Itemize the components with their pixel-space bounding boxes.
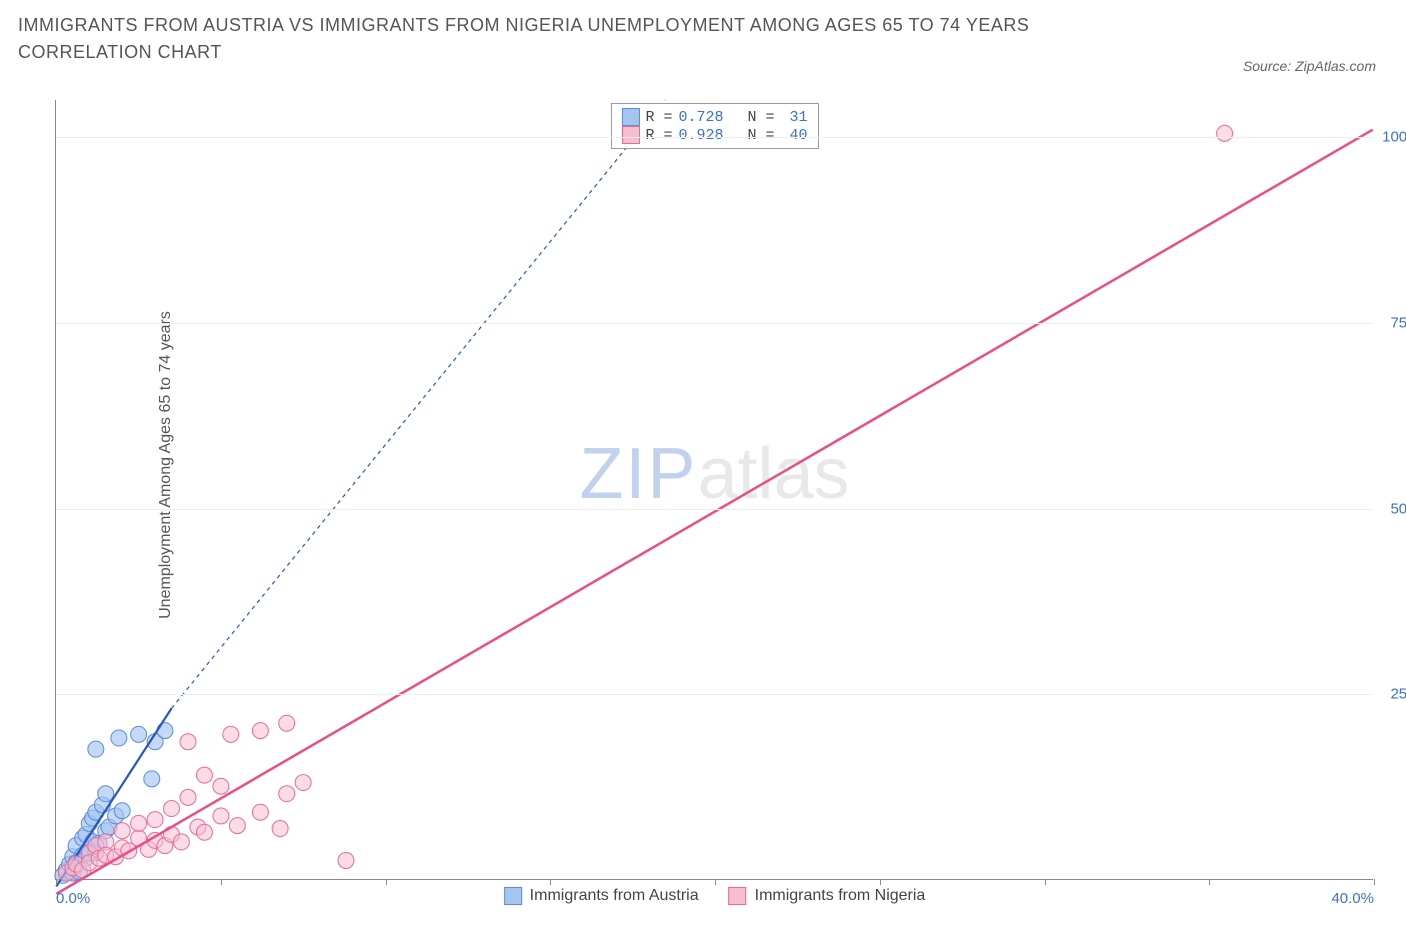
data-point	[252, 723, 268, 739]
y-tick-label: 50.0%	[1390, 500, 1406, 517]
regression-line-extension	[172, 100, 666, 708]
data-point	[131, 726, 147, 742]
legend-swatch	[504, 887, 522, 905]
x-tick	[386, 879, 387, 885]
data-point	[131, 815, 147, 831]
gridline-h	[56, 694, 1373, 695]
stats-legend-box: R = 0.728 N = 31R = 0.928 N = 40	[610, 103, 818, 149]
chart-plot-area: ZIPatlas R = 0.728 N = 31R = 0.928 N = 4…	[55, 100, 1373, 880]
stat-r-label: R =	[645, 109, 672, 126]
x-tick	[221, 879, 222, 885]
data-point	[164, 801, 180, 817]
x-tick	[1209, 879, 1210, 885]
stat-r-value: 0.728	[678, 109, 723, 126]
data-point	[279, 786, 295, 802]
y-tick-label: 25.0%	[1390, 686, 1406, 703]
legend-item: Immigrants from Austria	[504, 887, 699, 905]
data-point	[144, 771, 160, 787]
data-point	[1217, 125, 1233, 141]
x-tick	[550, 879, 551, 885]
bottom-legend: Immigrants from Austria Immigrants from N…	[504, 887, 926, 905]
data-point	[180, 789, 196, 805]
data-point	[272, 821, 288, 837]
stat-n-value: 31	[781, 109, 808, 126]
data-point	[196, 824, 212, 840]
x-tick	[715, 879, 716, 885]
data-point	[279, 715, 295, 731]
x-tick	[56, 879, 57, 885]
data-point	[196, 767, 212, 783]
data-point	[252, 804, 268, 820]
data-point	[147, 812, 163, 828]
stat-n-label: N =	[730, 127, 775, 144]
data-point	[157, 723, 173, 739]
stat-r-label: R =	[645, 127, 672, 144]
y-tick-label: 75.0%	[1390, 314, 1406, 331]
x-tick-label: 40.0%	[1331, 890, 1374, 907]
data-point	[173, 834, 189, 850]
legend-swatch	[621, 108, 639, 126]
scatter-svg	[56, 100, 1373, 879]
data-point	[114, 803, 130, 819]
data-point	[213, 808, 229, 824]
x-tick	[880, 879, 881, 885]
gridline-h	[56, 137, 1373, 138]
stats-row: R = 0.728 N = 31	[621, 108, 807, 126]
gridline-h	[56, 509, 1373, 510]
legend-label: Immigrants from Austria	[530, 887, 699, 905]
stat-n-value: 40	[781, 127, 808, 144]
stats-row: R = 0.928 N = 40	[621, 126, 807, 144]
data-point	[338, 852, 354, 868]
chart-title: IMMIGRANTS FROM AUSTRIA VS IMMIGRANTS FR…	[18, 12, 1156, 66]
data-point	[180, 734, 196, 750]
data-point	[229, 818, 245, 834]
legend-swatch	[621, 126, 639, 144]
data-point	[223, 726, 239, 742]
data-point	[213, 778, 229, 794]
legend-label: Immigrants from Nigeria	[755, 887, 926, 905]
legend-item: Immigrants from Nigeria	[729, 887, 926, 905]
source-attribution: Source: ZipAtlas.com	[1243, 58, 1376, 74]
x-tick	[1045, 879, 1046, 885]
data-point	[98, 786, 114, 802]
data-point	[111, 730, 127, 746]
regression-line	[56, 130, 1372, 894]
y-tick-label: 100.0%	[1382, 129, 1406, 146]
legend-swatch	[729, 887, 747, 905]
data-point	[295, 775, 311, 791]
stat-n-label: N =	[730, 109, 775, 126]
data-point	[114, 823, 130, 839]
x-tick	[1374, 879, 1375, 885]
x-tick-label: 0.0%	[56, 890, 90, 907]
data-point	[88, 741, 104, 757]
gridline-h	[56, 323, 1373, 324]
stat-r-value: 0.928	[678, 127, 723, 144]
